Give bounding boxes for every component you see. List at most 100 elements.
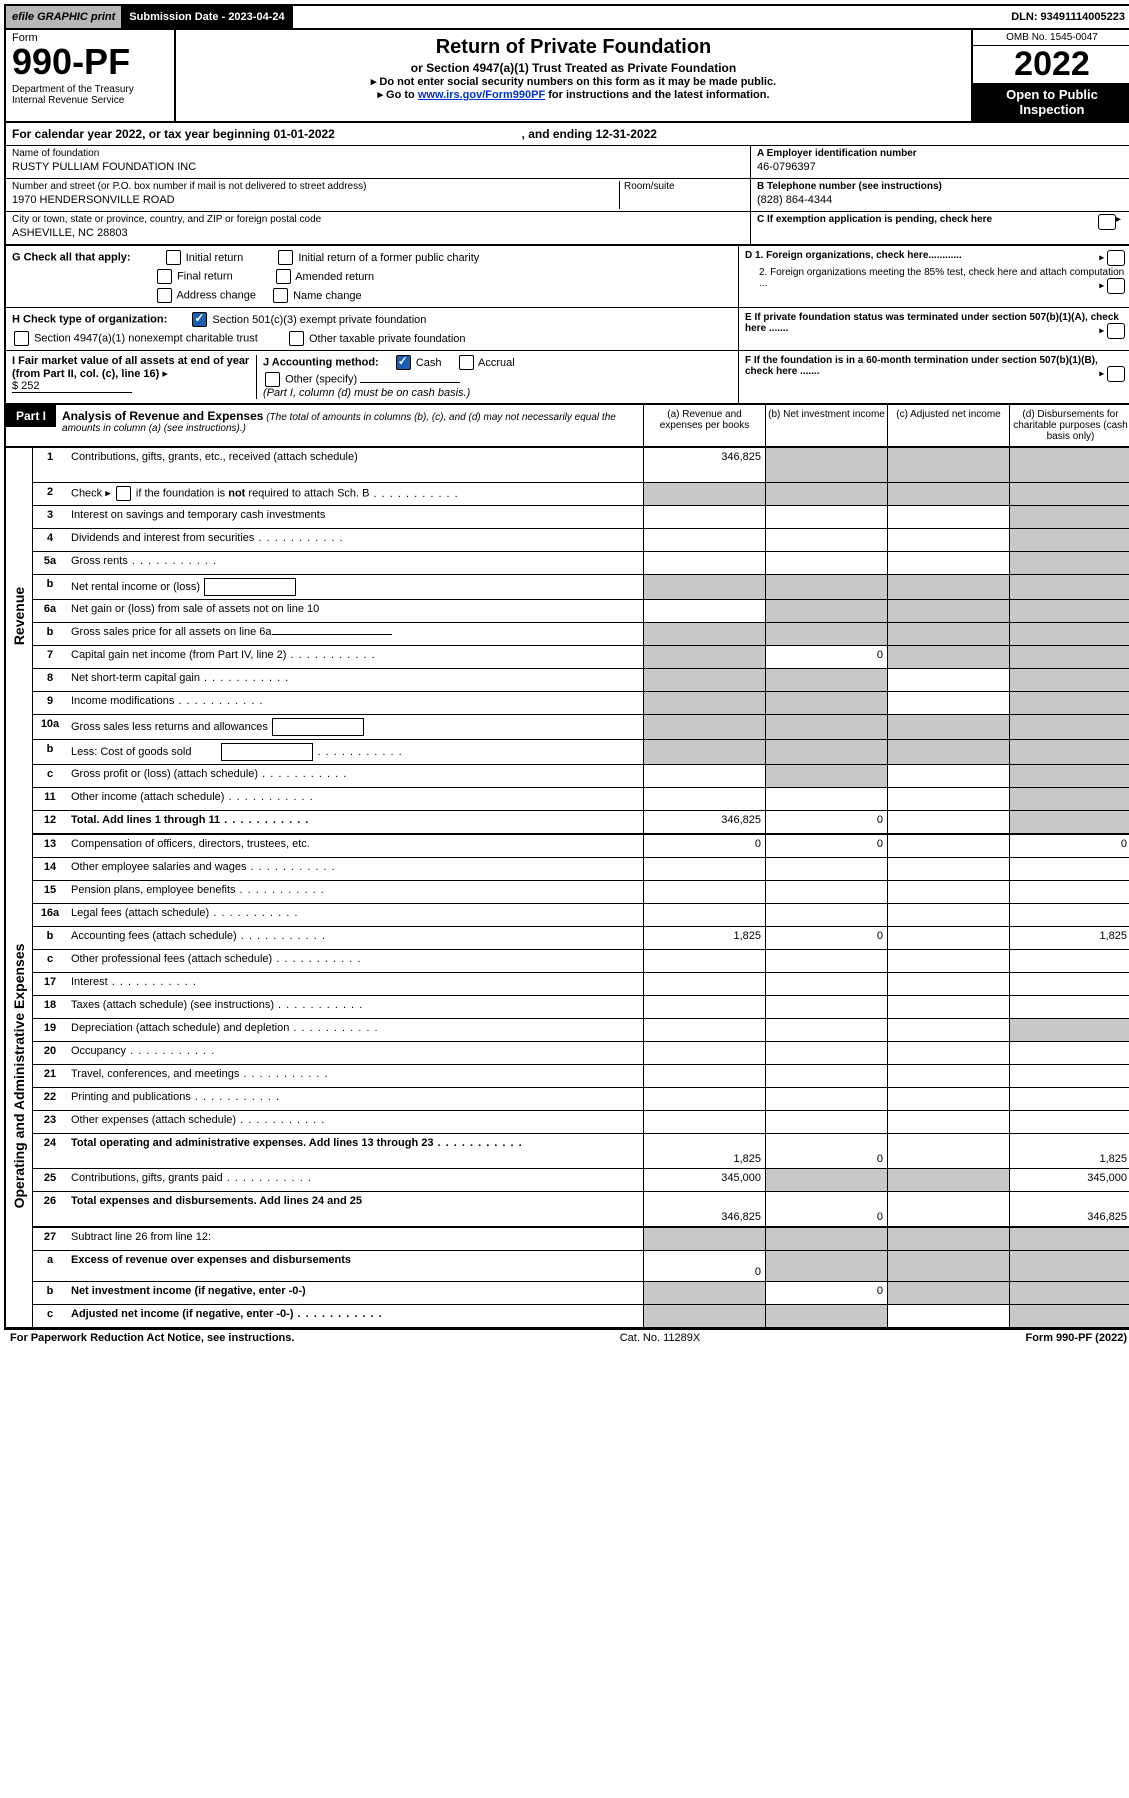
main-grid: Revenue Operating and Administrative Exp… [4, 448, 1129, 1329]
row-17: 17 Interest [33, 973, 1129, 996]
cell-d [1009, 950, 1129, 972]
cell-c [887, 1228, 1009, 1250]
cell-b [765, 1111, 887, 1133]
row-num: c [33, 950, 67, 972]
j-accrual-checkbox[interactable] [459, 355, 474, 370]
d2-checkbox[interactable] [1107, 278, 1125, 294]
row-label: Other income (attach schedule) [67, 788, 643, 810]
cell-d [1009, 740, 1129, 764]
cell-d [1009, 715, 1129, 739]
row-num: 15 [33, 881, 67, 903]
foundation-address: 1970 HENDERSONVILLE ROAD [12, 194, 619, 206]
cell-d [1009, 811, 1129, 833]
row-12: 12 Total. Add lines 1 through 11 346,825… [33, 811, 1129, 835]
r10a-box [272, 718, 364, 736]
cell-a [643, 1228, 765, 1250]
g-initial-former-checkbox[interactable] [278, 250, 293, 265]
j-section: J Accounting method: Cash Accrual Other … [257, 355, 732, 399]
f-label: F If the foundation is in a 60-month ter… [745, 355, 1098, 377]
row-6b: b Gross sales price for all assets on li… [33, 623, 1129, 646]
schb-checkbox[interactable] [116, 486, 131, 501]
efile-print-button[interactable]: efile GRAPHIC print [6, 6, 123, 28]
h-other-checkbox[interactable] [289, 331, 304, 346]
h-e-row: H Check type of organization: Section 50… [4, 308, 1129, 351]
row-num: 2 [33, 483, 67, 505]
row-24: 24 Total operating and administrative ex… [33, 1134, 1129, 1169]
cell-b [765, 858, 887, 880]
g-o1: Initial return [186, 252, 243, 264]
row-1: 1 Contributions, gifts, grants, etc., re… [33, 448, 1129, 483]
g-address-checkbox[interactable] [157, 288, 172, 303]
footer-mid: Cat. No. 11289X [620, 1332, 701, 1344]
row-label: Net rental income or (loss) [67, 575, 643, 599]
submission-date: Submission Date - 2023-04-24 [123, 6, 292, 28]
id-right: A Employer identification number 46-0796… [750, 146, 1129, 244]
cell-a: 0 [643, 1251, 765, 1281]
cell-d [1009, 904, 1129, 926]
g-section: G Check all that apply: Initial return I… [6, 246, 738, 307]
d2-label: 2. Foreign organizations meeting the 85%… [759, 267, 1124, 289]
cell-a [643, 973, 765, 995]
row-num: 7 [33, 646, 67, 668]
cell-b [765, 483, 887, 505]
cell-b [765, 1065, 887, 1087]
h-4947-checkbox[interactable] [14, 331, 29, 346]
f-checkbox[interactable] [1107, 366, 1125, 382]
r6b-line [272, 634, 392, 635]
cell-b [765, 669, 887, 691]
row-10c: c Gross profit or (loss) (attach schedul… [33, 765, 1129, 788]
cell-d [1009, 1088, 1129, 1110]
row-num: 17 [33, 973, 67, 995]
h-501c3-checkbox[interactable] [192, 312, 207, 327]
row-num: c [33, 765, 67, 787]
dln-number: DLN: 93491114005223 [1005, 6, 1129, 28]
row-num: 14 [33, 858, 67, 880]
g-final-checkbox[interactable] [157, 269, 172, 284]
row-num: 10a [33, 715, 67, 739]
row-label: Accounting fees (attach schedule) [67, 927, 643, 949]
g-name-checkbox[interactable] [273, 288, 288, 303]
j-other-checkbox[interactable] [265, 372, 280, 387]
j-cash-checkbox[interactable] [396, 355, 411, 370]
cell-a [643, 483, 765, 505]
cell-a [643, 1111, 765, 1133]
note-ssn: ▸ Do not enter social security numbers o… [180, 75, 967, 88]
row-num: 1 [33, 448, 67, 482]
cell-c [887, 765, 1009, 787]
cell-d [1009, 1065, 1129, 1087]
cell-d [1009, 483, 1129, 505]
row-27c: c Adjusted net income (if negative, ente… [33, 1305, 1129, 1327]
cal-end: 12-31-2022 [596, 127, 657, 141]
d1-checkbox[interactable] [1107, 250, 1125, 266]
cell-a [643, 1282, 765, 1304]
exemption-cell: C If exemption application is pending, c… [751, 212, 1129, 244]
cell-b [765, 1228, 887, 1250]
row-label: Net investment income (if negative, ente… [67, 1282, 643, 1304]
row-num: 5a [33, 552, 67, 574]
cell-c [887, 448, 1009, 482]
addr-cell: Number and street (or P.O. box number if… [6, 179, 750, 212]
g-amended-checkbox[interactable] [276, 269, 291, 284]
row-14: 14 Other employee salaries and wages [33, 858, 1129, 881]
cell-a: 346,825 [643, 448, 765, 482]
g-initial-checkbox[interactable] [166, 250, 181, 265]
row-label: Dividends and interest from securities [67, 529, 643, 551]
row-num: c [33, 1305, 67, 1327]
foundation-city: ASHEVILLE, NC 28803 [12, 227, 744, 239]
cell-c [887, 927, 1009, 949]
row-label: Occupancy [67, 1042, 643, 1064]
row-num: 11 [33, 788, 67, 810]
row-num: 13 [33, 835, 67, 857]
tax-year: 2022 [973, 46, 1129, 83]
cell-c [887, 1088, 1009, 1110]
cell-b [765, 788, 887, 810]
cell-d [1009, 692, 1129, 714]
row-label: Gross profit or (loss) (attach schedule) [67, 765, 643, 787]
cell-b [765, 529, 887, 551]
note2-post: for instructions and the latest informat… [545, 89, 769, 101]
e-checkbox[interactable] [1107, 323, 1125, 339]
cell-b [765, 973, 887, 995]
c-checkbox[interactable] [1098, 214, 1116, 230]
cell-d [1009, 646, 1129, 668]
form990pf-link[interactable]: www.irs.gov/Form990PF [418, 89, 545, 101]
